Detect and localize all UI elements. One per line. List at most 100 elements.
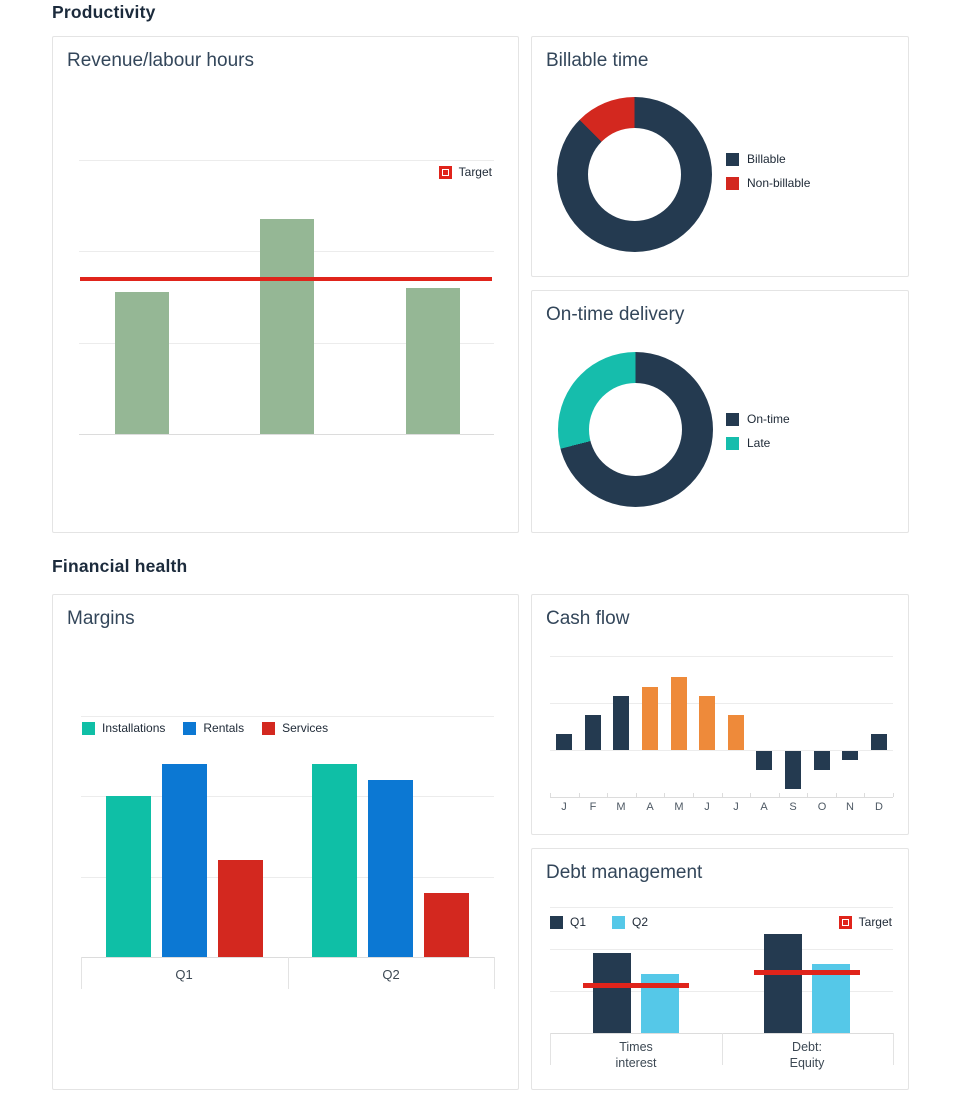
bar-month[interactable] <box>671 677 687 750</box>
month-label: D <box>875 801 883 813</box>
rentals-swatch <box>183 721 197 735</box>
debt-target-legend: Target <box>838 915 892 929</box>
gridline <box>550 656 893 657</box>
x-axis-label-line: Debt: <box>792 1040 822 1054</box>
legend-item-late: Late <box>726 436 790 450</box>
bar-services[interactable] <box>218 860 263 957</box>
bar-month[interactable] <box>642 687 658 750</box>
bar-installations[interactable] <box>106 796 151 957</box>
bar-revenue[interactable] <box>115 292 169 434</box>
late-label: Late <box>747 436 771 450</box>
target-legend-icon-dot <box>442 169 448 175</box>
margins-chart: Q1 Q2 <box>53 595 518 1089</box>
gridline <box>550 949 893 950</box>
bar-month[interactable] <box>842 751 858 760</box>
target-line <box>583 983 689 988</box>
gridline <box>550 991 893 992</box>
debt-management-chart: Times interest Debt: Equity <box>532 849 908 1089</box>
legend-item-on-time: On-time <box>726 412 790 426</box>
bar-month[interactable] <box>728 715 744 750</box>
bar-rentals[interactable] <box>162 764 207 957</box>
axis-tick <box>494 957 495 989</box>
bar-month[interactable] <box>871 734 887 750</box>
bar-month[interactable] <box>756 751 772 770</box>
installations-swatch <box>82 721 95 735</box>
gridline <box>550 1033 893 1034</box>
month-label: A <box>760 801 768 813</box>
chart-title-billable: Billable time <box>546 50 649 71</box>
axis-tick <box>81 957 82 989</box>
legend-item-non-billable: Non-billable <box>726 176 810 190</box>
bar-month[interactable] <box>556 734 572 750</box>
gridline <box>550 797 893 798</box>
bar-month[interactable] <box>814 751 830 770</box>
late-swatch <box>726 436 739 450</box>
services-label: Services <box>282 721 329 735</box>
chart-title-debt: Debt management <box>546 862 703 883</box>
margins-legend: Installations Rentals Services <box>82 721 328 735</box>
month-label: M <box>674 801 684 813</box>
billable-swatch <box>726 152 739 166</box>
bar-q1[interactable] <box>593 953 631 1033</box>
axis-tick <box>550 1033 551 1065</box>
target-line <box>80 277 492 281</box>
section-heading-financial-health: Financial health <box>52 556 188 576</box>
on-time-swatch <box>726 412 739 426</box>
axis-tick <box>722 793 723 797</box>
bar-month[interactable] <box>785 751 801 789</box>
target-legend-label: Target <box>458 165 492 179</box>
bar-q2[interactable] <box>812 964 850 1033</box>
rentals-label: Rentals <box>203 721 245 735</box>
x-axis-label: Debt: Equity <box>747 1039 867 1071</box>
billable-donut-chart[interactable] <box>557 97 712 252</box>
bar-revenue[interactable] <box>260 219 314 434</box>
month-label: J <box>704 801 710 813</box>
on-time-donut-chart[interactable] <box>558 352 713 507</box>
month-label: A <box>646 801 654 813</box>
legend-item-q2: Q2 <box>612 915 648 929</box>
revenue-chart <box>53 37 518 532</box>
card-cash-flow: Cash flow J F M A M J J A S O N D <box>531 594 909 835</box>
donut-hole <box>588 128 681 221</box>
gridline <box>81 716 494 717</box>
gridline <box>550 703 893 704</box>
month-label: J <box>561 801 567 813</box>
services-swatch <box>262 721 276 735</box>
billable-label: Billable <box>747 152 786 166</box>
axis-tick <box>288 957 289 989</box>
card-billable-time: Billable time Billable Non-billable <box>531 36 909 277</box>
target-legend-label: Target <box>858 915 892 929</box>
axis-tick <box>550 793 551 797</box>
bar-month[interactable] <box>699 696 715 750</box>
target-legend-icon <box>838 915 852 929</box>
axis-tick <box>836 793 837 797</box>
legend-item-billable: Billable <box>726 152 810 166</box>
bar-month[interactable] <box>585 715 601 750</box>
gridline <box>550 907 893 908</box>
bar-services[interactable] <box>424 893 469 957</box>
bar-q1[interactable] <box>764 934 802 1033</box>
card-debt-management: Debt management Q1 Q2 Target Times intere… <box>531 848 909 1090</box>
chart-title-margins: Margins <box>67 608 135 629</box>
gridline <box>79 160 494 162</box>
bar-rentals[interactable] <box>368 780 413 957</box>
chart-title-cashflow: Cash flow <box>546 608 630 629</box>
x-axis-label: Q2 <box>382 967 400 982</box>
gridline <box>81 796 494 797</box>
x-axis-label-line: Times <box>619 1040 653 1054</box>
axis-tick <box>779 793 780 797</box>
bar-revenue[interactable] <box>406 288 460 434</box>
x-axis-label: Q1 <box>175 967 193 982</box>
non-billable-swatch <box>726 176 739 190</box>
axis-tick <box>579 793 580 797</box>
bar-installations[interactable] <box>312 764 357 957</box>
legend-item-rentals: Rentals <box>183 721 244 735</box>
bar-month[interactable] <box>613 696 629 750</box>
x-axis-label-line: Equity <box>789 1056 825 1070</box>
section-heading-productivity: Productivity <box>52 2 156 22</box>
revenue-target-legend: Target <box>438 165 492 179</box>
month-label: S <box>789 801 797 813</box>
q1-swatch <box>550 915 563 929</box>
month-label: O <box>817 801 827 813</box>
